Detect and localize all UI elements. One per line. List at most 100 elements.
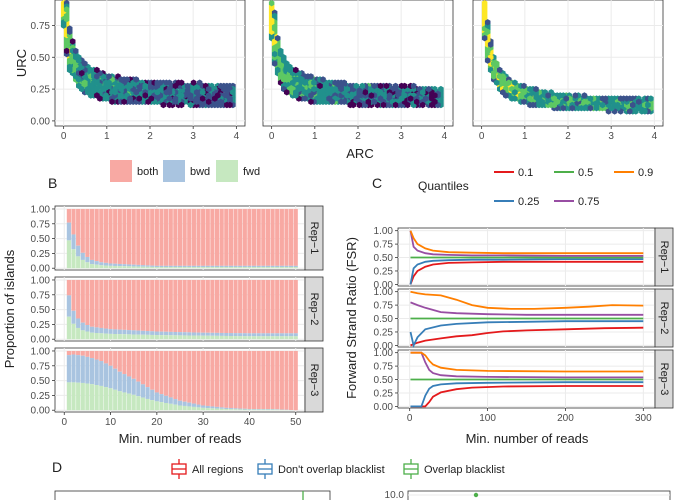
bar-facet-2-bar-both: [154, 279, 159, 332]
hexbin-cell: [196, 79, 203, 86]
bar-facet-3-xtick-label: 30: [198, 417, 210, 428]
hexbin-cell: [69, 38, 76, 45]
bar-facet-1-bar-fwd: [122, 266, 127, 269]
bar-facet-2-bar-bwd: [233, 333, 238, 337]
bar-facet-2-bar-bwd: [85, 325, 90, 332]
bar-facet-2-bar-fwd: [224, 335, 229, 340]
bar-facet-2-bar-fwd: [191, 335, 196, 340]
bar-facet-2-bar-bwd: [168, 331, 173, 336]
hexbin-cell: [377, 95, 384, 102]
hexbin-xlabel: ARC: [346, 146, 373, 161]
hexbin-cell: [63, 47, 70, 55]
bar-facet-2-bar-fwd: [233, 336, 238, 340]
bar-facet-2-bar-fwd: [256, 336, 261, 340]
hexbin-cell: [365, 98, 372, 105]
bar-facet-1-bar-bwd: [168, 265, 173, 268]
hexbin-cell: [284, 89, 290, 96]
bar-facet-2-bar-bwd: [66, 295, 71, 317]
bar-facet-2-bar-fwd: [103, 333, 109, 340]
bar-facet-1-bar-both: [196, 208, 201, 266]
hexbin-facet-2-xtick-label: 2: [355, 131, 361, 142]
bar-facet-1-bar-bwd: [89, 259, 95, 265]
bar-facet-2-bar-fwd: [187, 335, 192, 340]
hexbin-cell: [199, 95, 206, 102]
hexbin-cell: [599, 101, 606, 109]
bar-facet-3-xtick-label: 20: [151, 417, 163, 428]
bar-facet-3-bar-bwd: [71, 354, 76, 383]
bar-facet-2-bar-fwd: [173, 335, 178, 340]
bar-ylabel: Proportion of islands: [2, 249, 17, 368]
bar-facet-3-bar-bwd: [270, 409, 275, 410]
bar-facet-1-bar-bwd: [164, 265, 169, 268]
hexbin-cell: [127, 82, 133, 90]
line-facet-3-series-0.9: [410, 351, 644, 373]
bar-facet-3-strip: [304, 347, 324, 413]
bar-facet-3-bar-both: [261, 350, 266, 410]
bar-facet-2-bar-both: [113, 279, 118, 330]
bar-facet-3-bar-bwd: [154, 392, 159, 402]
hexbin-cell: [630, 101, 636, 109]
bar-facet-2-bar-bwd: [159, 331, 164, 336]
bar-facet-1-bar-both: [242, 208, 247, 266]
bar-facet-1-bar-both: [265, 208, 271, 266]
quantile-legend-label-0.5: 0.5: [578, 167, 593, 179]
line-facet-3-series-0.1: [410, 385, 644, 408]
bar-facet-2-bar-both: [131, 279, 136, 331]
hexbin-cell: [293, 76, 299, 83]
line-facet-1-strip: [654, 227, 674, 287]
bar-facet-1-bar-fwd: [293, 267, 298, 269]
line-facet-3-strip-label: Rep−3: [658, 363, 670, 396]
bar-facet-3-bar-bwd: [76, 355, 81, 383]
bar-facet-1-bar-fwd: [228, 267, 234, 269]
bar-facet-1-bar-both: [113, 208, 118, 264]
line-facet-3-ytick-label: 0.75: [374, 362, 394, 373]
bar-facet-2-bar-bwd: [256, 333, 261, 337]
boxplot-legend-label: Overlap blacklist: [424, 464, 505, 476]
hexbin-cell: [172, 98, 179, 105]
bar-facet-3-bar-bwd: [168, 397, 173, 404]
hexbin-cell: [82, 60, 88, 67]
quantile-legend-label-0.25: 0.25: [518, 196, 539, 208]
bar-facet-1-bar-bwd: [113, 263, 118, 266]
legend-label-fwd: fwd: [243, 166, 260, 178]
hexbin-cell: [383, 82, 390, 90]
bar-facet-3-bar-bwd: [256, 409, 261, 410]
bar-facet-3-bar-bwd: [242, 408, 247, 410]
bar-facet-2-bar-bwd: [265, 333, 271, 337]
bar-facet-1-bar-fwd: [145, 266, 150, 269]
bar-facet-3-bar-bwd: [103, 363, 109, 388]
bar-facet-1-bar-both: [117, 208, 122, 264]
bar-facet-3-bar-both: [99, 350, 104, 362]
bar-facet-1-bar-both: [205, 208, 210, 266]
bar-facet-1-bar-bwd: [85, 256, 90, 263]
hexbin-cell: [484, 57, 491, 64]
hexbin-cell: [587, 95, 594, 102]
bar-facet-1-bar-both: [80, 208, 85, 253]
bar-facet-1-bar-bwd: [219, 265, 224, 268]
bar-facet-1-bar-bwd: [94, 261, 99, 265]
bar-facet-3-bar-both: [279, 350, 284, 410]
bar-facet-2-bar-fwd: [284, 336, 289, 340]
hexbin-ytick-label: 0.25: [31, 85, 51, 96]
bar-facet-3-bar-bwd: [150, 389, 155, 401]
hexbin-cell: [420, 101, 426, 109]
hexbin-facet-3-xtick-label: 0: [479, 131, 485, 142]
line-facet-3-ytick-label: 0.25: [374, 388, 394, 399]
bar-facet-2-bar-both: [275, 279, 280, 334]
bar-facet-2-bar-bwd: [108, 329, 113, 334]
bar-facet-2-bar-both: [224, 279, 229, 333]
bar-facet-3-bar-both: [122, 350, 127, 375]
legend-key-bwd: [163, 160, 185, 182]
bar-facet-2-bar-fwd: [182, 335, 187, 340]
bar-facet-3-bar-bwd: [251, 409, 257, 410]
hexbin-cell: [491, 70, 497, 77]
bar-facet-3-bar-both: [154, 350, 159, 393]
hexbin-cell: [136, 95, 142, 102]
bar-facet-3-bar-bwd: [238, 408, 243, 410]
bar-facet-2-bar-both: [117, 279, 122, 330]
bar-facet-2-bar-fwd: [145, 334, 150, 340]
bar-facet-2-bar-bwd: [205, 332, 210, 336]
bar-facet-1-bar-bwd: [126, 264, 132, 267]
bar-facet-1-bar-bwd: [279, 265, 284, 268]
